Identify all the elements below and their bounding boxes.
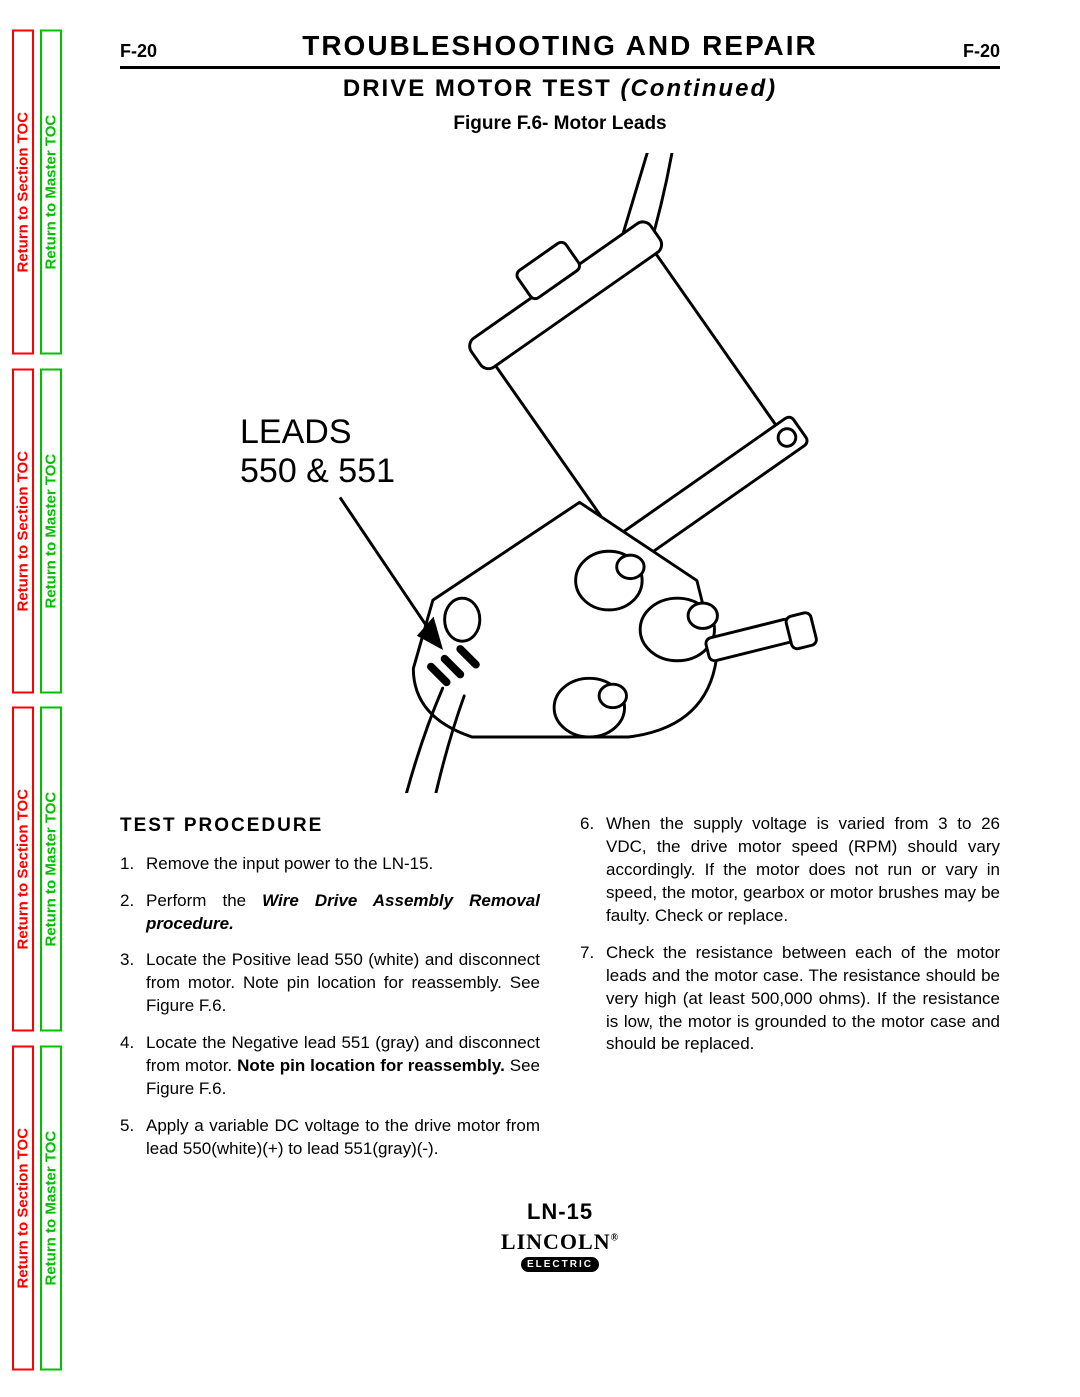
brand-name: LINCOLN®: [501, 1229, 619, 1254]
procedure-step: Perform the Wire Drive Assembly Removal …: [120, 890, 540, 936]
return-master-toc-link[interactable]: Return to Master TOC: [40, 369, 62, 694]
page-header: F-20 TROUBLESHOOTING AND REPAIR F-20: [120, 30, 1000, 62]
procedure-columns: TEST PROCEDURE Remove the input power to…: [120, 813, 1000, 1175]
page-subtitle: DRIVE MOTOR TEST (Continued): [120, 75, 1000, 103]
procedure-step: Check the resistance between each of the…: [580, 942, 1000, 1057]
page-footer: LN-15 LINCOLN® ELECTRIC: [120, 1199, 1000, 1272]
figure-caption: Figure F.6- Motor Leads: [120, 113, 1000, 135]
brand-subname: ELECTRIC: [521, 1257, 599, 1272]
left-column: TEST PROCEDURE Remove the input power to…: [120, 813, 540, 1175]
brand-logo: LINCOLN® ELECTRIC: [501, 1229, 619, 1272]
procedure-step: Locate the Positive lead 550 (white) and…: [120, 949, 540, 1018]
page-content: F-20 TROUBLESHOOTING AND REPAIR F-20 DRI…: [80, 0, 1040, 1397]
procedure-step: When the supply voltage is varied from 3…: [580, 813, 1000, 928]
page-title: TROUBLESHOOTING AND REPAIR: [157, 30, 963, 62]
master-toc-column: Return to Master TOC Return to Master TO…: [40, 30, 62, 1370]
page-code-right: F-20: [963, 41, 1000, 62]
page-code-left: F-20: [120, 41, 157, 62]
return-master-toc-link[interactable]: Return to Master TOC: [40, 707, 62, 1032]
model-number: LN-15: [120, 1199, 1000, 1225]
procedure-step: Remove the input power to the LN-15.: [120, 853, 540, 876]
return-section-toc-link[interactable]: Return to Section TOC: [12, 707, 34, 1032]
section-toc-column: Return to Section TOC Return to Section …: [12, 30, 34, 1370]
return-section-toc-link[interactable]: Return to Section TOC: [12, 369, 34, 694]
return-section-toc-link[interactable]: Return to Section TOC: [12, 1046, 34, 1371]
leads-line2: 550 & 551: [240, 452, 395, 490]
procedure-list-left: Remove the input power to the LN-15. Perf…: [120, 853, 540, 1161]
leads-callout-label: LEADS 550 & 551: [240, 413, 395, 491]
procedure-list-right: When the supply voltage is varied from 3…: [580, 813, 1000, 1056]
test-procedure-heading: TEST PROCEDURE: [120, 813, 540, 839]
header-rule: [120, 66, 1000, 69]
right-column: When the supply voltage is varied from 3…: [580, 813, 1000, 1175]
procedure-step: Apply a variable DC voltage to the drive…: [120, 1115, 540, 1161]
return-master-toc-link[interactable]: Return to Master TOC: [40, 1046, 62, 1371]
return-section-toc-link[interactable]: Return to Section TOC: [12, 30, 34, 355]
procedure-step: Locate the Negative lead 551 (gray) and …: [120, 1032, 540, 1101]
return-master-toc-link[interactable]: Return to Master TOC: [40, 30, 62, 355]
side-nav-tabs: Return to Section TOC Return to Section …: [12, 30, 62, 1370]
subtitle-continued: (Continued): [620, 75, 777, 102]
figure-motor-leads: LEADS 550 & 551: [120, 153, 1000, 793]
leads-line1: LEADS: [240, 413, 352, 451]
subtitle-main: DRIVE MOTOR TEST: [343, 75, 612, 102]
